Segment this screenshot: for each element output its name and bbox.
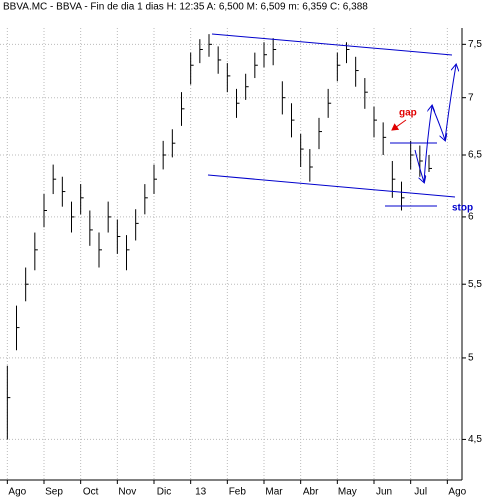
x-tick-label: Nov xyxy=(118,487,136,498)
gap-arrow xyxy=(391,119,407,131)
annotation-lines xyxy=(207,33,456,207)
y-tick-label: 7,5 xyxy=(468,39,482,50)
projection-arrow xyxy=(414,149,424,182)
chart-title: BBVA.MC - BBVA - Fin de dia 1 dias H: 12… xyxy=(3,2,368,13)
x-tick-label: Dic xyxy=(157,487,171,498)
plot-area xyxy=(0,28,462,480)
upper-channel xyxy=(211,33,453,56)
y-tick-label: 5,5 xyxy=(468,279,482,290)
x-tick-label: Feb xyxy=(229,487,247,498)
projection-arrow xyxy=(423,106,432,183)
gap-label: gap xyxy=(399,108,417,119)
x-tick-label: Oct xyxy=(83,487,99,498)
x-tick-label: Ago xyxy=(8,487,26,498)
projection-arrow xyxy=(431,105,445,140)
x-tick-label: May xyxy=(338,487,357,498)
x-tick-label: Sep xyxy=(45,487,63,498)
x-tick-label: Abr xyxy=(303,487,319,498)
y-tick-label: 4,5 xyxy=(468,434,482,445)
y-tick-label: 6 xyxy=(468,212,474,223)
x-tick-label: 13 xyxy=(195,487,207,498)
y-tick-label: 5 xyxy=(468,353,474,364)
y-tick-label: 7 xyxy=(468,92,474,103)
x-tick-label: Jun xyxy=(376,487,392,498)
x-tick-label: Jul xyxy=(414,487,427,498)
x-tick-label: Mar xyxy=(265,487,283,498)
projection-arrow xyxy=(444,65,456,141)
lower-channel xyxy=(207,174,456,198)
stop-label: stop xyxy=(452,203,473,214)
y-tick-label: 6,5 xyxy=(468,150,482,161)
x-tick-label: Ago xyxy=(448,487,466,498)
